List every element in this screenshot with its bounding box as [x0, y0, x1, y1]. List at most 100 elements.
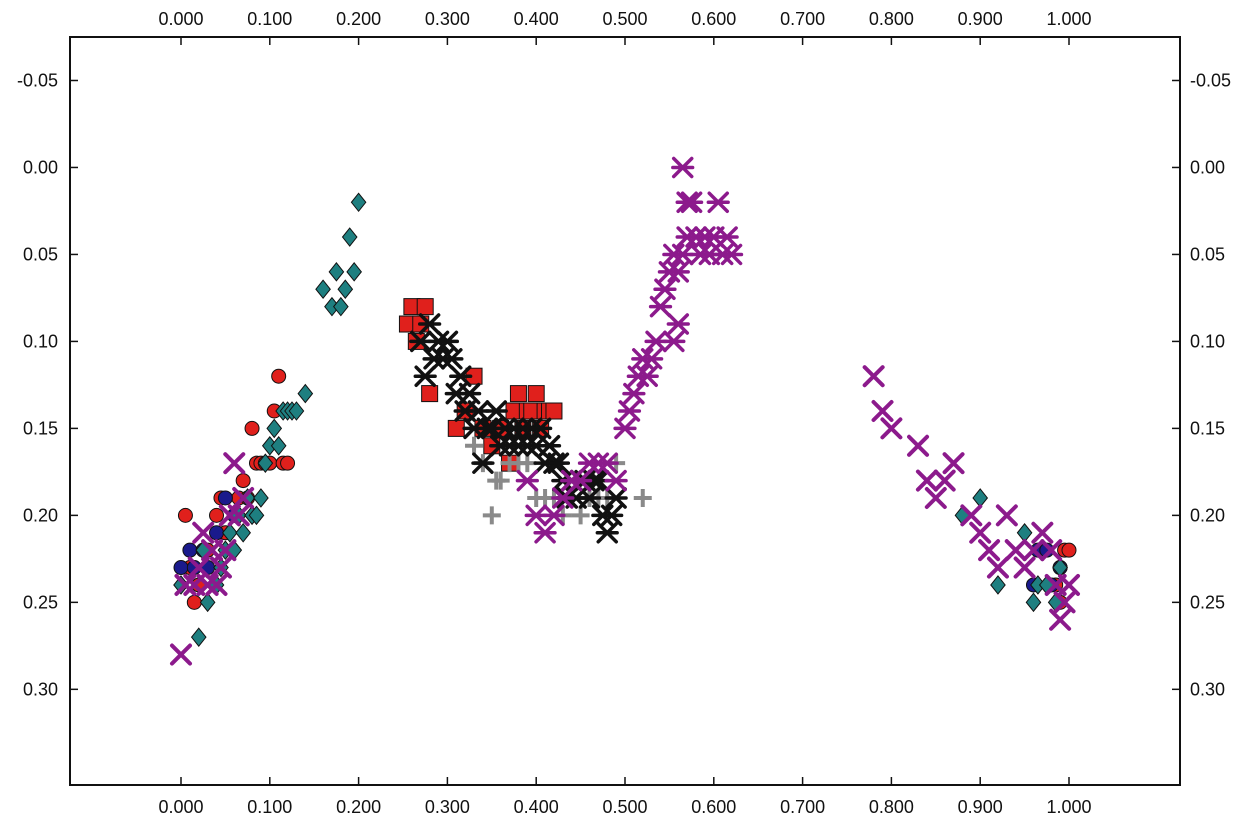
data-point-star [639, 348, 664, 370]
data-point-star [715, 226, 739, 248]
data-point-plus [491, 471, 510, 490]
data-point-circle [217, 490, 233, 506]
data-point-plus [482, 506, 501, 525]
x-tick-label-bottom: 0.500 [602, 797, 647, 817]
data-point-circle [1061, 542, 1077, 558]
data-point-diamond [253, 488, 269, 508]
data-point-plus [571, 506, 590, 525]
data-point-diamond [297, 383, 314, 404]
data-point-star [471, 452, 495, 474]
data-point-star [617, 400, 642, 422]
data-point-diamond [221, 522, 238, 543]
data-point-square [545, 402, 563, 420]
series-star-7 [515, 156, 744, 544]
data-point-plus [633, 488, 652, 507]
y-tick-label-left: 0.20 [23, 505, 58, 525]
data-point-x [942, 452, 965, 475]
data-point-x [1004, 539, 1027, 562]
data-point-diamond [350, 192, 367, 213]
data-point-star [671, 156, 695, 179]
data-point-star [666, 313, 690, 335]
data-point-diamond [199, 592, 216, 613]
data-point-star [635, 365, 659, 387]
data-point-diamond [315, 279, 331, 300]
data-point-star [577, 487, 602, 509]
data-point-star [413, 365, 437, 387]
data-point-x [1022, 539, 1045, 562]
data-point-x [232, 486, 255, 509]
y-tick-label-right: 0.05 [1190, 244, 1225, 264]
data-point-x [1053, 591, 1076, 614]
data-point-star [435, 330, 460, 353]
data-point-plus [518, 454, 537, 473]
y-tick-label-left: 0.10 [23, 331, 58, 351]
data-point-x [871, 400, 894, 422]
data-point-star [648, 295, 673, 318]
data-point-diamond [346, 262, 363, 282]
data-point-star [600, 504, 624, 527]
x-tick-label-top: 0.600 [691, 9, 736, 29]
y-tick-label-right: 0.10 [1190, 331, 1225, 351]
data-point-star [706, 191, 730, 214]
data-point-x [995, 504, 1018, 527]
data-point-star [653, 278, 677, 300]
data-point-circle [186, 594, 202, 610]
data-point-x [907, 434, 930, 457]
data-point-x [924, 486, 947, 509]
data-point-star [622, 382, 646, 405]
x-tick-label-top: 0.300 [425, 9, 470, 29]
x-tick-label-top: 0.500 [602, 9, 647, 29]
data-point-star [537, 435, 562, 457]
data-point-x [227, 504, 250, 527]
data-point-star [613, 417, 637, 440]
data-point-star [440, 348, 464, 370]
data-point-square [447, 419, 465, 437]
data-point-diamond [332, 296, 349, 317]
x-tick-label-bottom: 0.900 [958, 797, 1003, 817]
data-point-star [546, 452, 571, 474]
x-tick-label-bottom: 1.000 [1046, 797, 1091, 817]
data-point-x [978, 539, 1001, 562]
data-point-x [205, 573, 228, 596]
data-point-diamond [990, 575, 1006, 595]
data-point-star [604, 487, 628, 509]
data-point-star [449, 365, 473, 387]
data-point-x [1049, 608, 1072, 631]
data-point-diamond [248, 505, 265, 526]
data-point-star [568, 469, 593, 492]
y-tick-label-left: 0.00 [23, 157, 58, 177]
y-tick-label-left: 0.15 [23, 418, 58, 438]
data-point-star [551, 487, 575, 509]
data-point-star [719, 243, 744, 266]
y-tick-label-left: -0.05 [17, 70, 58, 90]
data-point-plus [465, 436, 484, 455]
y-tick-label-left: 0.25 [23, 592, 58, 612]
data-point-diamond [341, 227, 358, 247]
data-point-star [533, 522, 557, 544]
x-tick-label-top: 0.400 [514, 9, 559, 29]
y-tick-label-right: 0.30 [1190, 679, 1225, 699]
data-point-diamond [190, 627, 207, 647]
data-point-x [1058, 573, 1080, 596]
y-tick-label-right: -0.05 [1190, 70, 1231, 90]
y-tick-label-left: 0.05 [23, 244, 58, 264]
data-point-star [542, 504, 566, 527]
data-point-x [986, 556, 1009, 579]
y-tick-label-right: 0.20 [1190, 505, 1225, 525]
data-point-x [880, 417, 903, 440]
data-point-diamond [328, 262, 345, 282]
x-tick-label-bottom: 0.200 [336, 797, 381, 817]
data-point-x [192, 521, 215, 544]
data-point-x [196, 573, 219, 596]
data-point-x [218, 504, 241, 527]
data-point-x [1013, 556, 1036, 579]
data-point-star [604, 469, 628, 492]
y-tick-label-right: 0.00 [1190, 157, 1225, 177]
x-tick-label-top: 1.000 [1046, 9, 1091, 29]
x-tick-label-top: 0.900 [958, 9, 1003, 29]
data-point-diamond [337, 279, 354, 300]
data-point-square [421, 385, 439, 403]
data-point-star [515, 469, 539, 492]
x-tick-label-bottom: 0.600 [691, 797, 736, 817]
